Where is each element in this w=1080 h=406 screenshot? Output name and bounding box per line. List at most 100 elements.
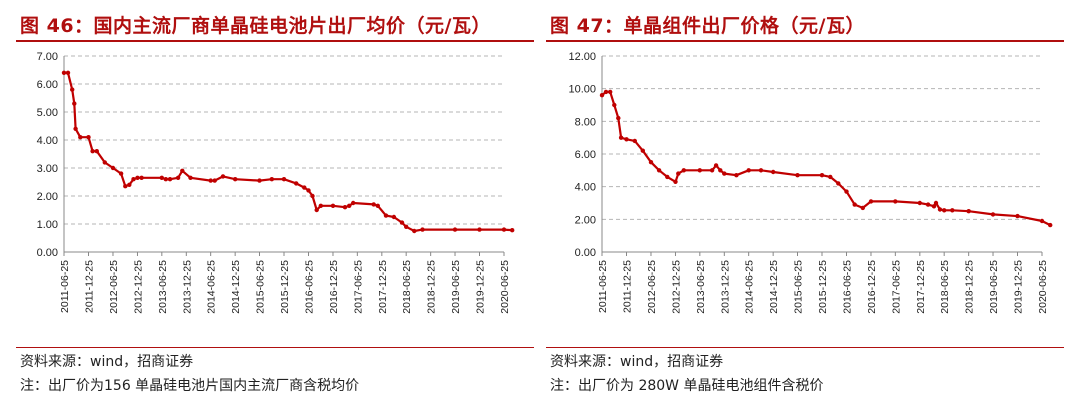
- x-tick-label: 2011-06-25: [597, 260, 609, 313]
- data-point: [990, 212, 996, 217]
- x-tick-label: 2017-06-25: [352, 260, 364, 314]
- data-point: [127, 182, 132, 187]
- data-point: [618, 135, 624, 140]
- y-tick-label: 0.00: [37, 247, 58, 259]
- data-point: [86, 135, 91, 140]
- x-tick-label: 2012-12-25: [670, 260, 682, 314]
- data-point: [131, 177, 136, 182]
- x-tick-label: 2016-06-25: [303, 260, 315, 314]
- x-tick-label: 2014-12-25: [230, 260, 242, 314]
- data-point: [718, 168, 723, 173]
- x-tick-label: 2018-12-25: [964, 260, 976, 314]
- data-point: [371, 202, 376, 207]
- x-tick-label: 2016-12-25: [328, 260, 340, 314]
- y-tick-label: 2.00: [575, 214, 596, 226]
- data-point: [94, 149, 100, 154]
- data-point: [163, 177, 168, 182]
- data-point: [893, 199, 898, 204]
- data-point: [1015, 213, 1020, 219]
- data-point: [302, 185, 307, 190]
- data-point: [375, 203, 380, 208]
- data-point: [844, 189, 849, 194]
- footer-divider: [546, 347, 1064, 348]
- data-point: [70, 87, 75, 92]
- line-chart-cell-price: 0.00 1.00 2.00 3.00 4.00 5.00 6.00 7.00 2011-06-…: [37, 51, 515, 314]
- y-tick-label: 6.00: [37, 79, 58, 91]
- data-point: [603, 89, 609, 95]
- x-tick-label: 2011-12-25: [621, 260, 633, 313]
- data-point: [966, 209, 971, 214]
- data-point: [758, 168, 764, 173]
- data-point: [78, 135, 83, 140]
- x-tick-label: 2019-06-25: [988, 260, 1000, 314]
- data-point: [925, 202, 931, 207]
- y-tick-label: 4.00: [37, 135, 58, 147]
- data-point: [608, 89, 613, 95]
- data-point: [681, 168, 686, 173]
- data-point: [118, 171, 124, 176]
- y-tick-label: 12.00: [568, 51, 596, 63]
- data-point: [180, 168, 185, 173]
- data-point: [640, 148, 645, 153]
- data-point: [404, 224, 409, 229]
- data-point: [599, 93, 605, 98]
- data-point: [139, 175, 144, 180]
- x-tick-label: 2018-06-25: [401, 260, 413, 314]
- x-tick-label: 2012-06-25: [646, 260, 658, 314]
- x-tick-label: 2014-06-25: [206, 260, 218, 314]
- data-point: [942, 208, 947, 213]
- data-point: [852, 202, 857, 207]
- data-point: [836, 181, 841, 186]
- data-point: [937, 207, 943, 212]
- data-point: [72, 101, 77, 106]
- data-point: [616, 115, 621, 121]
- x-tick-label: 2013-06-25: [157, 260, 169, 314]
- data-point: [828, 174, 833, 180]
- data-point: [452, 227, 458, 232]
- x-tick-label: 2020-06-25: [1037, 260, 1049, 314]
- y-tick-label: 5.00: [37, 107, 58, 119]
- x-tick-label: 2013-12-25: [719, 260, 731, 314]
- title-divider: [16, 40, 534, 42]
- data-point: [709, 168, 715, 173]
- data-point: [61, 70, 67, 75]
- chart-panel-47: 图 47：单晶组件出厂价格（元/瓦） 0.00 2.00 4.00 6.00 8.00 1…: [544, 0, 1070, 406]
- data-point: [175, 175, 181, 180]
- data-point: [648, 160, 654, 165]
- line-chart-module-price: 0.00 2.00 4.00 6.00 8.00 10.00 12.00 2011-06-25…: [568, 51, 1053, 314]
- data-point: [1048, 222, 1053, 228]
- data-point: [208, 178, 213, 183]
- data-point: [420, 227, 425, 232]
- data-point: [510, 228, 515, 233]
- series-line: [601, 90, 1051, 227]
- data-point: [90, 149, 95, 154]
- data-point: [1039, 218, 1045, 224]
- data-point: [860, 205, 865, 211]
- data-point: [713, 163, 719, 168]
- data-point: [110, 165, 116, 171]
- data-point: [281, 177, 287, 182]
- x-tick-label: 2017-06-25: [890, 260, 902, 314]
- data-point: [269, 177, 274, 182]
- y-tick-label: 10.00: [568, 84, 596, 96]
- x-tick-label: 2019-12-25: [475, 260, 487, 314]
- data-point: [697, 168, 702, 173]
- data-point: [950, 208, 955, 213]
- x-tick-label: 2012-12-25: [132, 260, 144, 314]
- y-tick-label: 7.00: [37, 51, 58, 63]
- y-tick-label: 0.00: [575, 247, 596, 259]
- x-tick-label: 2014-06-25: [744, 260, 756, 314]
- x-tick-label: 2018-06-25: [939, 260, 951, 314]
- data-point: [412, 228, 417, 234]
- x-tick-label: 2019-06-25: [450, 260, 462, 314]
- data-point: [351, 200, 356, 206]
- data-point: [306, 188, 311, 193]
- data-point: [399, 220, 405, 225]
- x-tick-label: 2013-12-25: [181, 260, 193, 314]
- data-point: [102, 160, 108, 165]
- data-point: [676, 171, 681, 176]
- title-divider: [546, 40, 1064, 42]
- data-point: [771, 169, 776, 175]
- data-point: [746, 168, 751, 173]
- source-text: 资料来源：wind，招商证券: [20, 354, 194, 370]
